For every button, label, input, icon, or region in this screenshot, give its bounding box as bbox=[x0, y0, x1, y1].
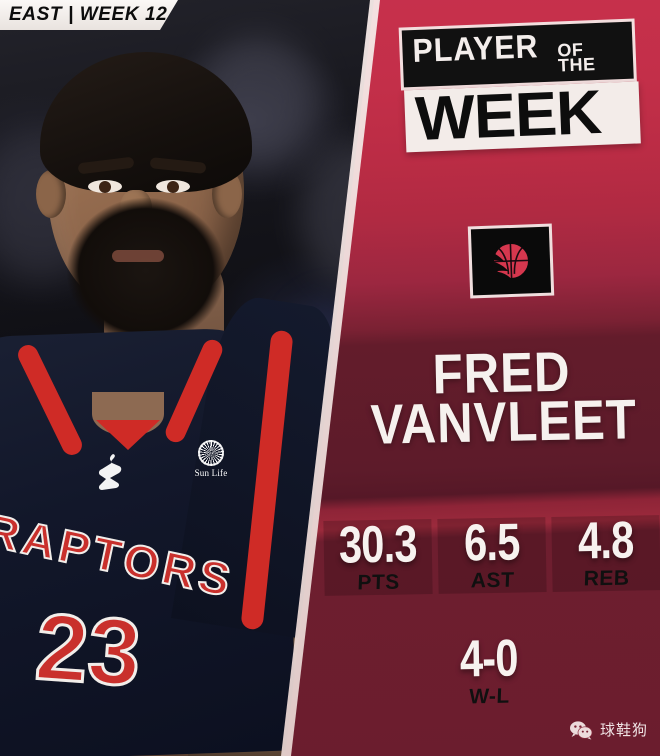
player-mouth bbox=[112, 250, 164, 262]
player-eye-right bbox=[156, 180, 190, 193]
record-label: W-L bbox=[467, 684, 512, 709]
team-logo-tile bbox=[470, 226, 552, 296]
wechat-icon bbox=[569, 720, 593, 740]
headline-lockup: PLAYER OF THE WEEK bbox=[401, 21, 641, 154]
stat-label-band-reb: REB bbox=[552, 564, 660, 593]
record-value: 4-0 bbox=[459, 629, 519, 689]
jersey-number: 23 bbox=[31, 592, 146, 707]
stat-box-reb: 4.8 REB bbox=[551, 511, 660, 593]
player-hair bbox=[40, 52, 252, 192]
headline-week-text: WEEK bbox=[404, 78, 641, 154]
headline-the-text: THE bbox=[557, 54, 596, 76]
headline-of-the-stack: OF THE bbox=[557, 40, 596, 76]
watermark-text: 球鞋狗 bbox=[599, 721, 648, 739]
stat-box-ast: 6.5 AST bbox=[437, 513, 547, 595]
player-eye-left bbox=[88, 180, 122, 193]
sunlife-sun-icon bbox=[198, 440, 224, 466]
stat-label-band-ast: AST bbox=[438, 566, 547, 595]
raptors-basketball-claw-icon bbox=[488, 242, 530, 282]
stat-value-reb: 4.8 bbox=[577, 511, 634, 571]
jersey-sponsor-label: Sun Life bbox=[194, 468, 228, 478]
stat-value-ast: 6.5 bbox=[463, 513, 520, 573]
jumpman-icon bbox=[98, 454, 122, 490]
conference-week-text: EAST | WEEK 12 bbox=[9, 4, 168, 25]
stats-row: 30.3 PTS 6.5 AST 4.8 REB bbox=[323, 511, 660, 597]
player-name: FRED VANVLEET bbox=[351, 340, 653, 457]
conference-week-ribbon: EAST | WEEK 12 bbox=[0, 0, 178, 30]
stat-value-pts: 30.3 bbox=[338, 515, 418, 575]
stat-label-pts: PTS bbox=[355, 570, 402, 595]
player-last-name: VANVLEET bbox=[369, 387, 638, 457]
jersey-sponsor-patch: Sun Life bbox=[180, 440, 242, 488]
stat-box-pts: 30.3 PTS bbox=[323, 515, 433, 597]
stat-label-reb: REB bbox=[581, 566, 632, 591]
record-label-band: W-L bbox=[414, 682, 565, 711]
watermark: 球鞋狗 bbox=[569, 719, 648, 740]
stat-label-band-pts: PTS bbox=[324, 568, 433, 597]
headline-player-text: PLAYER bbox=[411, 27, 540, 70]
stat-label-ast: AST bbox=[468, 568, 516, 593]
record-box: 4-0 W-L bbox=[413, 629, 565, 711]
